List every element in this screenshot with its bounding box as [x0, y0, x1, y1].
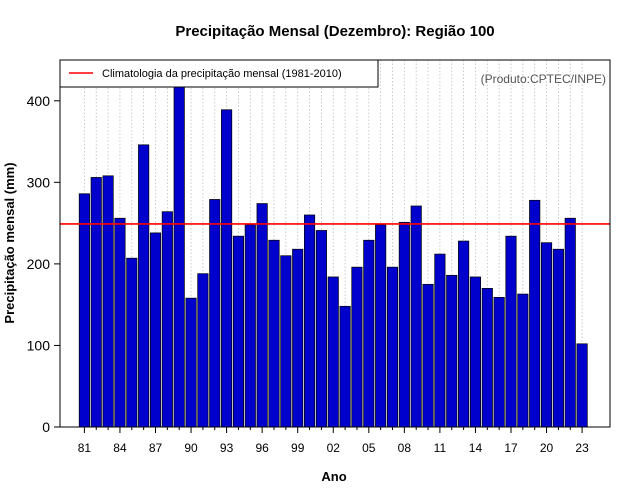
bar-01	[315, 230, 327, 428]
bars-group	[78, 77, 588, 428]
bar-02	[327, 276, 339, 428]
x-tick-label: 14	[469, 441, 483, 455]
legend: Climatologia da precipitação mensal (198…	[59, 59, 379, 88]
y-tick-label: 200	[27, 256, 51, 272]
x-tick-label: 96	[255, 441, 269, 455]
bar-06	[375, 224, 387, 428]
bar-23	[576, 343, 588, 428]
bar-87	[149, 232, 162, 428]
bar-84	[114, 217, 126, 428]
bar-90	[185, 297, 197, 428]
x-axis-label: Ano	[321, 469, 346, 484]
bar-95	[244, 224, 256, 428]
x-tick-label: 11	[434, 441, 447, 455]
x-tick-label: 08	[398, 441, 412, 455]
y-tick-label: 400	[27, 93, 51, 109]
bar-92	[209, 199, 221, 428]
bar-09	[410, 205, 422, 428]
x-tick-label: 02	[327, 441, 341, 455]
x-tick-label: 81	[78, 441, 92, 455]
legend-box	[59, 59, 379, 88]
x-tick-label: 99	[291, 441, 305, 455]
bar-85	[126, 257, 138, 428]
x-tick-label: 90	[184, 441, 198, 455]
x-tick-label: 20	[540, 441, 554, 455]
x-tick-label: 93	[220, 441, 234, 455]
bar-81	[78, 193, 90, 428]
bar-10	[422, 283, 434, 428]
bar-94	[232, 235, 244, 428]
y-tick-label: 300	[27, 174, 51, 190]
bar-17	[505, 235, 517, 428]
bar-97	[268, 239, 280, 428]
bar-08	[398, 221, 410, 428]
bar-20	[540, 242, 553, 428]
x-tick-label: 05	[362, 441, 376, 455]
bar-86	[138, 144, 150, 428]
x-tick-label: 84	[113, 441, 127, 455]
y-tick-label: 0	[42, 419, 50, 435]
bar-93	[221, 109, 233, 428]
bar-98	[280, 255, 292, 428]
y-axis-label: Precipitação mensal (mm)	[2, 162, 17, 323]
x-tick-label: 87	[149, 441, 163, 455]
bar-15	[481, 288, 493, 428]
bar-00	[304, 214, 316, 428]
x-tick-label: 17	[504, 441, 518, 455]
chart-title: Precipitação Mensal (Dezembro): Região 1…	[175, 23, 494, 40]
bar-16	[493, 296, 505, 428]
y-axis: 0 100 200 300 400	[27, 93, 60, 435]
y-tick-label: 100	[27, 337, 51, 353]
bar-88	[161, 211, 173, 428]
bar-07	[386, 266, 399, 428]
bar-04	[351, 266, 363, 428]
bar-82	[90, 177, 102, 428]
bar-91	[197, 273, 209, 428]
bar-21	[552, 248, 564, 428]
bar-96	[256, 203, 268, 428]
bar-89	[173, 77, 185, 428]
bar-11	[434, 253, 446, 428]
source-note: (Produto:CPTEC/INPE)	[481, 72, 606, 86]
bar-99	[292, 248, 304, 428]
bar-83	[102, 175, 114, 428]
bar-18	[517, 293, 529, 428]
bar-14	[469, 276, 481, 428]
legend-label: Climatologia da precipitação mensal (198…	[102, 68, 342, 80]
bar-03	[339, 305, 351, 428]
bar-05	[363, 239, 375, 428]
bar-12	[446, 274, 458, 428]
bar-19	[529, 199, 541, 428]
bar-13	[458, 240, 470, 428]
x-tick-label: 23	[575, 441, 589, 455]
x-axis: 81 84 87 90 93 96 99 02 05 08 11 14 17 20 23	[78, 427, 589, 455]
bar-22	[564, 217, 576, 428]
